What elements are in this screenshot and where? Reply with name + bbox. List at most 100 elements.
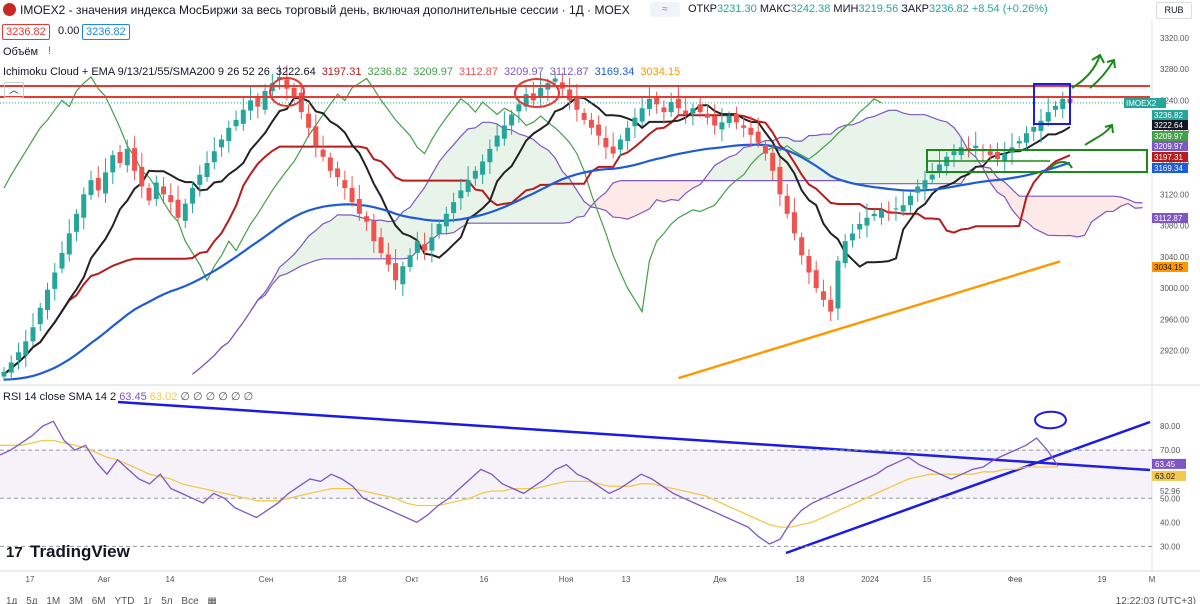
compare-icon[interactable]: ≈ — [650, 2, 680, 17]
candle-body — [153, 182, 159, 199]
cloud-segment — [1077, 196, 1085, 237]
candle-body — [617, 139, 623, 150]
candle-body — [487, 148, 493, 163]
candle-body — [1031, 126, 1037, 132]
cloud-segment — [845, 124, 853, 184]
candle-body — [88, 180, 94, 196]
candle-body — [458, 190, 464, 199]
candle-body — [349, 188, 355, 203]
price-tick-label: 2920.00 — [1160, 347, 1189, 356]
range-3m[interactable]: 3М — [69, 596, 83, 604]
candle-body — [973, 145, 979, 149]
cloud-segment — [1106, 196, 1114, 212]
volume-warning-icon[interactable]: ! — [48, 45, 52, 57]
price-label-bg — [1152, 163, 1188, 173]
cloud-segment — [721, 156, 730, 181]
cloud-segment — [692, 180, 701, 189]
time-tick-label: 16 — [480, 575, 489, 584]
spread-value: 0.00 — [58, 25, 80, 37]
candle-body — [886, 210, 892, 212]
price-label: 3222.64 — [1154, 121, 1183, 130]
cloud-segment — [1099, 196, 1107, 217]
price-label: 3209.97 — [1154, 142, 1183, 151]
candle-body — [240, 109, 246, 124]
cloud-segment — [533, 139, 541, 224]
rsi-value-label-bg — [1152, 458, 1186, 469]
range-5y[interactable]: 5л — [161, 596, 173, 604]
candle-body — [552, 78, 558, 82]
cloud-segment — [439, 152, 447, 234]
candle-body — [820, 291, 826, 300]
price-tick-label: 3080.00 — [1160, 222, 1189, 231]
cloud-segment — [1135, 202, 1143, 209]
candle-body — [465, 180, 471, 192]
range-6m[interactable]: 6М — [91, 596, 106, 604]
currency-selector[interactable]: RUB — [1156, 2, 1192, 19]
candle-body — [675, 98, 681, 109]
cloud-segment — [642, 180, 650, 213]
arrow-up-icon — [1071, 53, 1105, 89]
candle-body — [313, 126, 319, 146]
time-tick-label: М — [1149, 575, 1156, 584]
candle-body — [422, 244, 428, 251]
cloud-segment — [323, 220, 331, 259]
buy-button[interactable]: 3236.82 — [82, 24, 130, 40]
candle-body — [248, 100, 254, 111]
candle-body — [936, 164, 942, 171]
drawings — [0, 53, 1151, 555]
price-tick-label: 3320.00 — [1160, 34, 1189, 43]
rsi-pane: 80.0070.0063.7860.0052.9650.0040.0030.00… — [0, 420, 1186, 551]
candle-body — [733, 113, 739, 123]
range-ytd[interactable]: YTD — [114, 596, 135, 604]
cloud-segment — [743, 146, 751, 181]
candle-body — [581, 112, 587, 120]
price-tick-label: 3000.00 — [1160, 284, 1189, 293]
range-1m[interactable]: 1М — [46, 596, 61, 604]
candle-body — [639, 108, 645, 122]
cloud-segment — [903, 113, 911, 184]
candle-body — [443, 213, 449, 227]
price-label-bg — [1152, 262, 1188, 272]
sell-button[interactable]: 3236.82 — [2, 24, 50, 40]
range-all[interactable]: Все — [181, 596, 199, 604]
collapse-legend-icon[interactable]: ︿ — [4, 82, 24, 98]
candle-body — [1016, 141, 1022, 144]
candle-body — [849, 233, 855, 241]
rsi-peak-circle — [1034, 410, 1068, 430]
symbol-title[interactable]: IMOEX2 - значения индекса МосБиржи за ве… — [20, 3, 630, 17]
rsi-tick-label: 80.00 — [1160, 422, 1181, 431]
cloud-segment — [359, 216, 367, 259]
volume-legend[interactable]: Объём — [3, 46, 39, 58]
candle-body — [791, 212, 797, 234]
range-5d[interactable]: 5д — [26, 596, 38, 604]
calendar-icon[interactable]: ▦ — [207, 596, 217, 604]
cloud-segment — [388, 220, 396, 259]
candle-body — [878, 209, 884, 218]
range-1y[interactable]: 1г — [143, 596, 153, 604]
candle-body — [291, 87, 297, 97]
rsi-band — [0, 450, 1152, 499]
rsi-legend[interactable]: RSI 14 close SMA 14 2 63.45 63.02 ∅ ∅ ∅ … — [3, 391, 254, 403]
cloud-segment — [518, 134, 527, 224]
cloud-segment — [946, 121, 954, 184]
cloud-segment — [1055, 196, 1063, 236]
cloud-segment — [337, 214, 345, 259]
cloud-segment — [555, 157, 563, 224]
candle-body — [335, 168, 341, 178]
cloud-segment — [634, 180, 643, 216]
candle-body — [806, 256, 812, 273]
candle-body — [219, 139, 225, 148]
ichimoku-legend[interactable]: Ichimoku Cloud + EMA 9/13/21/55/SMA200 9… — [3, 66, 681, 78]
highlight-circle — [514, 78, 560, 108]
cloud-segment — [453, 136, 461, 233]
candle-body — [603, 137, 609, 148]
candle-body — [1002, 153, 1008, 162]
tradingview-logo[interactable]: 17 TradingView — [6, 542, 130, 561]
cloud-segment — [1113, 196, 1121, 212]
cloud-segment — [1091, 196, 1100, 222]
rsi-tick-label: 30.00 — [1160, 542, 1181, 551]
range-1d[interactable]: 1д — [6, 596, 18, 604]
cloud-segment — [910, 114, 918, 184]
cloud-segment — [881, 110, 889, 184]
